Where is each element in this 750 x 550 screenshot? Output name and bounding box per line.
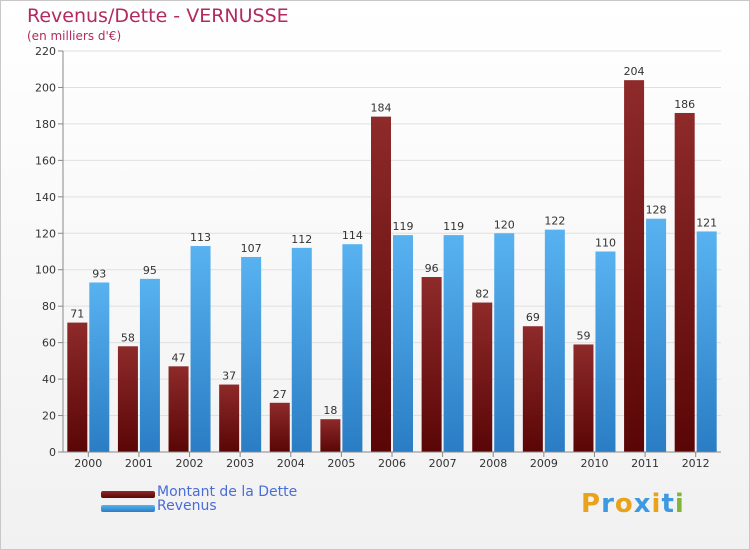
bar-revenue — [443, 235, 464, 452]
bar-debt — [117, 346, 138, 452]
x-tick-label: 2009 — [530, 457, 558, 470]
bar-debt — [421, 277, 442, 452]
data-label-debt: 69 — [526, 311, 540, 324]
x-tick-label: 2005 — [327, 457, 355, 470]
bar-revenue — [139, 278, 160, 452]
bar-debt — [674, 112, 695, 453]
x-tick-label: 2001 — [125, 457, 153, 470]
x-tick-label: 2008 — [479, 457, 507, 470]
bar-revenue — [646, 218, 667, 452]
data-label-revenue: 112 — [291, 233, 312, 246]
logo-letter: o — [614, 489, 634, 519]
bar-revenue — [241, 256, 262, 452]
logo-letter: r — [601, 489, 615, 519]
data-label-debt: 47 — [172, 351, 186, 364]
data-label-revenue: 120 — [494, 218, 515, 231]
bar-debt — [371, 116, 391, 453]
legend-label-debt: Montant de la Dette — [157, 484, 298, 500]
legend-label-revenue: Revenus — [157, 498, 217, 514]
y-tick-label: 220 — [35, 45, 56, 58]
bar-revenue — [342, 244, 363, 452]
proxiti-logo: Proxiti — [581, 489, 685, 519]
x-tick-label: 2002 — [176, 457, 204, 470]
x-tick-label: 2006 — [378, 457, 406, 470]
data-label-debt: 59 — [576, 329, 590, 342]
bar-revenue — [89, 282, 110, 452]
x-tick-label: 2011 — [631, 457, 659, 470]
y-tick-label: 40 — [42, 373, 56, 386]
y-tick-label: 100 — [35, 264, 56, 277]
data-label-revenue: 121 — [696, 216, 717, 229]
data-label-debt: 186 — [674, 98, 695, 111]
y-tick-label: 200 — [35, 81, 56, 94]
bar-debt — [168, 366, 189, 452]
legend-swatch-debt — [101, 491, 155, 498]
data-label-debt: 204 — [624, 65, 645, 78]
x-tick-label: 2010 — [580, 457, 608, 470]
y-tick-label: 60 — [42, 337, 56, 350]
bar-revenue — [494, 233, 515, 452]
logo-letter: i — [674, 489, 685, 519]
data-label-revenue: 114 — [342, 229, 363, 242]
bar-debt — [67, 322, 88, 452]
data-label-debt: 37 — [222, 370, 236, 383]
y-tick-label: 0 — [49, 446, 56, 459]
data-label-revenue: 93 — [92, 267, 106, 280]
x-tick-label: 2012 — [682, 457, 710, 470]
logo-letter: x — [633, 489, 652, 519]
y-tick-label: 20 — [42, 410, 56, 423]
bar-debt — [219, 384, 240, 452]
bar-debt — [472, 302, 493, 452]
bar-debt — [624, 80, 645, 452]
legend-swatch-revenue — [101, 505, 155, 512]
data-label-revenue: 119 — [393, 220, 414, 233]
bar-revenue — [595, 251, 616, 452]
data-label-debt: 18 — [323, 404, 337, 417]
y-tick-label: 80 — [42, 300, 56, 313]
bar-debt — [320, 419, 341, 452]
bar-debt — [573, 344, 594, 452]
data-label-revenue: 110 — [595, 237, 616, 250]
data-label-revenue: 122 — [544, 215, 565, 228]
chart-title: Revenus/Dette - VERNUSSE — [27, 5, 289, 27]
bar-revenue — [393, 235, 413, 452]
data-label-revenue: 113 — [190, 231, 211, 244]
data-label-revenue: 119 — [443, 220, 464, 233]
data-label-revenue: 128 — [646, 204, 667, 217]
data-label-debt: 71 — [70, 308, 84, 321]
x-tick-label: 2003 — [226, 457, 254, 470]
logo-letter: t — [661, 489, 675, 519]
logo-letter: i — [651, 489, 662, 519]
chart-subtitle: (en milliers d'€) — [27, 29, 122, 43]
x-tick-label: 2007 — [429, 457, 457, 470]
y-tick-label: 140 — [35, 191, 56, 204]
data-label-debt: 58 — [121, 331, 135, 344]
data-label-debt: 27 — [273, 388, 287, 401]
bar-revenue — [696, 231, 717, 452]
bar-revenue — [291, 247, 312, 452]
y-tick-label: 180 — [35, 118, 56, 131]
bar-revenue — [544, 229, 565, 452]
data-label-debt: 82 — [475, 288, 489, 301]
bar-revenue — [190, 246, 211, 452]
data-label-revenue: 107 — [241, 242, 262, 255]
bar-debt — [522, 326, 543, 452]
x-tick-label: 2000 — [74, 457, 102, 470]
x-tick-label: 2004 — [277, 457, 305, 470]
data-label-debt: 184 — [371, 102, 392, 115]
y-tick-label: 120 — [35, 227, 56, 240]
bar-debt — [269, 402, 290, 452]
logo-letter: P — [581, 489, 602, 519]
data-label-debt: 96 — [425, 262, 439, 275]
y-tick-label: 160 — [35, 154, 56, 167]
data-label-revenue: 95 — [143, 264, 157, 277]
